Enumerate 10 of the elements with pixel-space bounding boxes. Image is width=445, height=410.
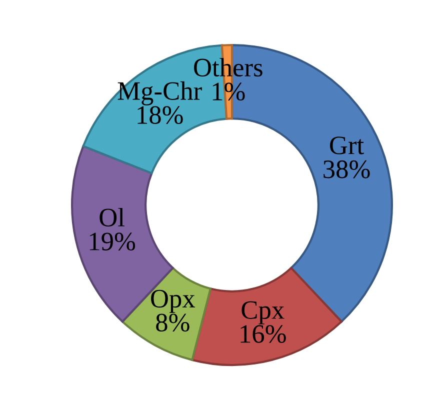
- data-label: 19%: [90, 232, 136, 251]
- slice-label: Grt: [330, 136, 364, 154]
- slice-label: Ol: [100, 208, 124, 227]
- data-label: 38%: [324, 160, 370, 178]
- slice-label: Mg-Chr: [118, 81, 202, 106]
- slice-label: Opx: [151, 290, 196, 313]
- data-label: 8%: [156, 314, 190, 332]
- data-label: 16%: [240, 325, 286, 343]
- slice-label: Cpx: [242, 301, 284, 324]
- data-label: 18%: [138, 106, 183, 124]
